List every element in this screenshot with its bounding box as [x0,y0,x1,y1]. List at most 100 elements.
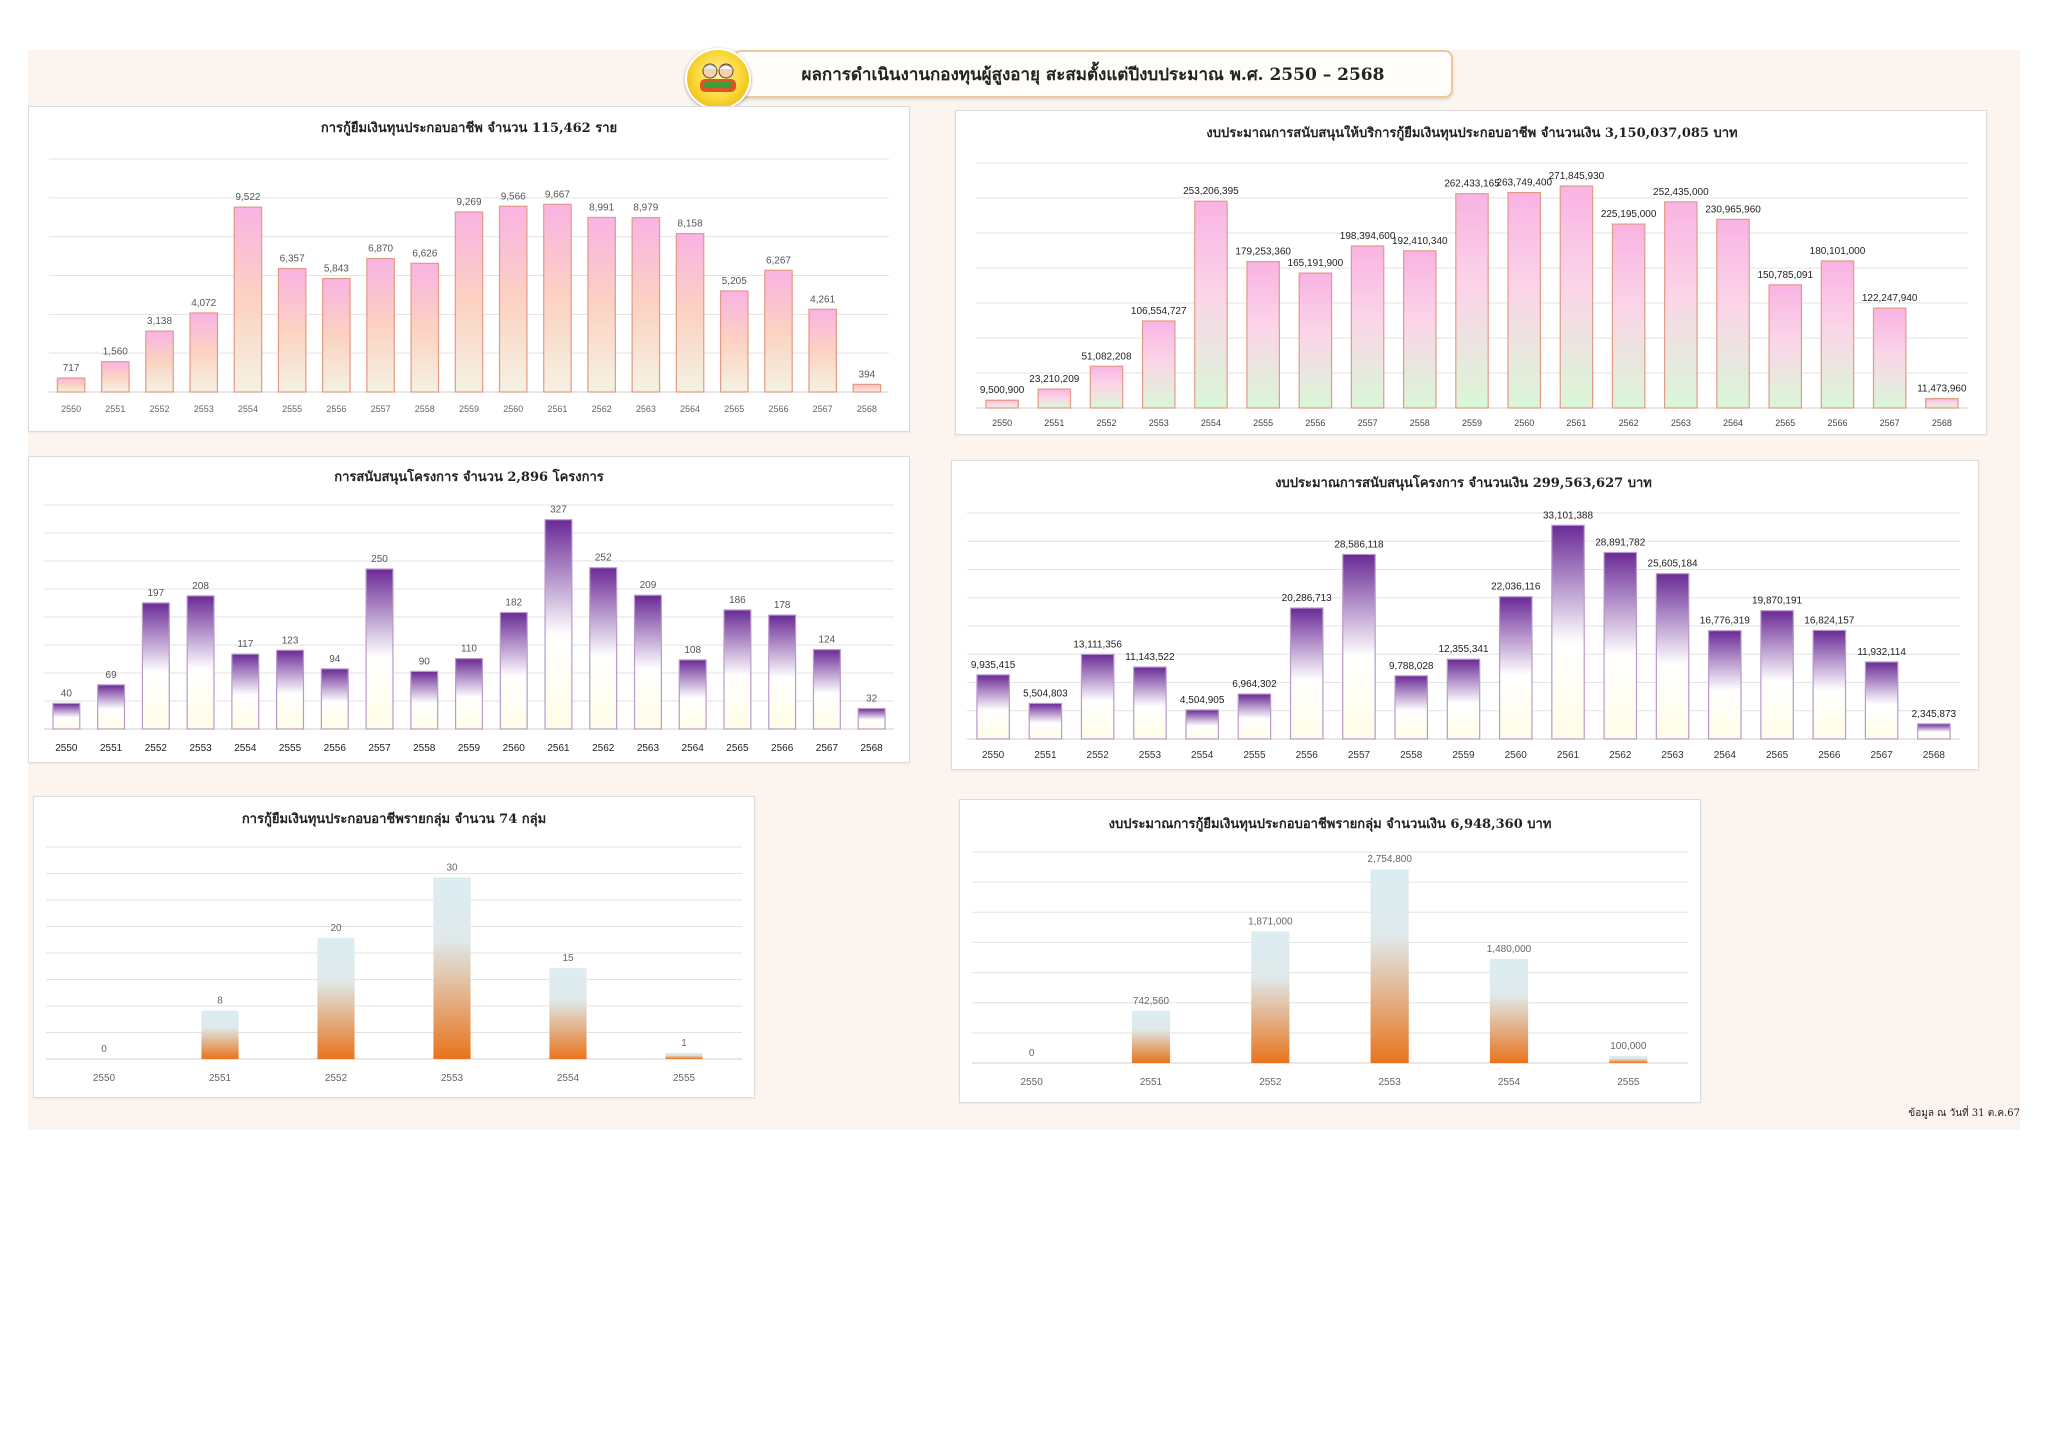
data-label: 263,749,400 [1496,178,1552,189]
bar-2558 [410,262,440,393]
data-label: 16,824,157 [1804,615,1854,626]
bar-2553 [189,312,219,393]
data-label: 69 [106,670,118,681]
x-tick-label: 2560 [1514,418,1534,428]
x-tick-label: 2554 [1498,1077,1521,1088]
bar-2565 [719,290,749,393]
data-label: 9,935,415 [971,660,1016,671]
data-label: 51,082,208 [1081,351,1131,362]
chart-panel-2: งบประมาณการสนับสนุนให้บริการกู้ยืมเงินทุ… [955,110,1987,435]
x-tick-label: 2551 [1044,418,1064,428]
data-label: 124 [819,635,836,646]
chart-panel-3: การสนับสนุนโครงการ จำนวน 2,896 โครงการ 40… [28,456,910,763]
bar-2552 [1080,653,1115,740]
data-label: 4,261 [810,294,835,305]
page-title: ผลการดำเนินงานกองทุนผู้สูงอายุ สะสมตั้งแ… [801,64,1385,85]
x-tick-label: 2552 [1259,1077,1282,1088]
x-tick-label: 2559 [1452,750,1475,761]
bar-2568 [857,707,886,730]
chart-panel-1: การกู้ยืมเงินทุนประกอบอาชีพ จำนวน 115,46… [28,106,910,432]
data-label: 0 [101,1044,107,1055]
chart-group-loan-budget: งบประมาณการกู้ยืมเงินทุนประกอบอาชีพรายกล… [972,816,1688,1088]
x-tick-label: 2554 [238,404,258,414]
x-tick-label: 2551 [209,1073,232,1084]
x-tick-label: 2563 [1671,418,1691,428]
x-tick-label: 2561 [1566,418,1586,428]
bar-2554 [549,968,587,1059]
data-label: 12,355,341 [1438,644,1488,655]
data-label: 90 [419,656,431,667]
bar-2563 [1664,201,1698,409]
data-label: 9,500,900 [980,385,1025,396]
bar-2552 [1089,365,1124,409]
bar-2551 [97,684,126,730]
bar-2566 [1820,260,1855,409]
bar-2557 [1342,553,1376,740]
bar-2561 [1551,524,1585,740]
bar-2551 [201,1010,239,1059]
data-label: 327 [550,505,567,516]
data-label: 1,480,000 [1487,944,1532,955]
x-tick-label: 2567 [813,404,833,414]
bar-2556 [320,668,349,730]
bar-2553 [186,595,215,730]
x-tick-label: 2566 [768,404,788,414]
x-tick-label: 2568 [1932,418,1952,428]
x-tick-label: 2565 [1766,750,1789,761]
data-label: 28,891,782 [1595,537,1645,548]
data-label: 100,000 [1610,1041,1647,1052]
x-tick-label: 2556 [1296,750,1319,761]
x-tick-label: 2553 [194,404,214,414]
x-tick-label: 2561 [547,404,567,414]
data-label: 1 [681,1038,687,1049]
data-label: 271,845,930 [1549,171,1605,182]
title-box: ผลการดำเนินงานกองทุนผู้สูงอายุ สะสมตั้งแ… [733,50,1453,98]
x-tick-label: 2553 [1149,418,1169,428]
x-tick-label: 2551 [1034,750,1057,761]
bar-2554 [231,653,260,730]
x-tick-label: 2565 [724,404,744,414]
bar-2558 [1403,250,1437,409]
data-label: 123 [282,635,299,646]
data-label: 22,036,116 [1491,582,1541,593]
bar-2556 [1289,607,1324,740]
x-tick-label: 2553 [441,1073,464,1084]
x-tick-label: 2553 [1379,1077,1402,1088]
data-label: 40 [61,688,73,699]
chart-title: การกู้ยืมเงินทุนประกอบอาชีพ จำนวน 115,46… [321,120,617,136]
chart-panel-4: งบประมาณการสนับสนุนโครงการ จำนวนเงิน 299… [951,460,1979,770]
data-label: 6,870 [368,244,393,255]
chart-title: การกู้ยืมเงินทุนประกอบอาชีพรายกลุ่ม จำนว… [242,811,546,827]
x-tick-label: 2559 [1462,418,1482,428]
data-label: 9,566 [501,191,526,202]
data-label: 28,586,118 [1334,539,1384,550]
data-label: 8,991 [589,202,614,213]
x-tick-label: 2558 [413,743,436,754]
bar-2561 [544,519,573,730]
bar-2560 [1498,596,1533,740]
data-label: 186 [729,595,746,606]
bar-2564 [1708,630,1742,740]
bar-2564 [678,659,707,730]
x-tick-label: 2557 [1348,750,1371,761]
data-label: 6,357 [280,254,305,265]
data-label: 8,979 [633,203,658,214]
x-tick-label: 2555 [282,404,302,414]
data-label: 252,435,000 [1653,187,1709,198]
data-label: 2,345,873 [1912,709,1957,720]
bar-2560 [498,205,528,393]
bar-2562 [589,567,618,730]
data-label: 1,560 [103,347,128,358]
x-tick-label: 2560 [503,404,523,414]
data-label: 1,871,000 [1248,916,1293,927]
chart-group-loans: การกู้ยืมเงินทุนประกอบอาชีพรายกลุ่ม จำนว… [46,811,742,1084]
x-tick-label: 2556 [324,743,347,754]
x-tick-label: 2564 [680,404,700,414]
bar-2555 [277,267,307,393]
x-tick-label: 2564 [1723,418,1743,428]
bar-2564 [675,232,705,393]
bar-2557 [365,568,394,730]
bar-2560 [1507,192,1541,409]
x-tick-label: 2568 [857,404,877,414]
x-tick-label: 2567 [816,743,839,754]
